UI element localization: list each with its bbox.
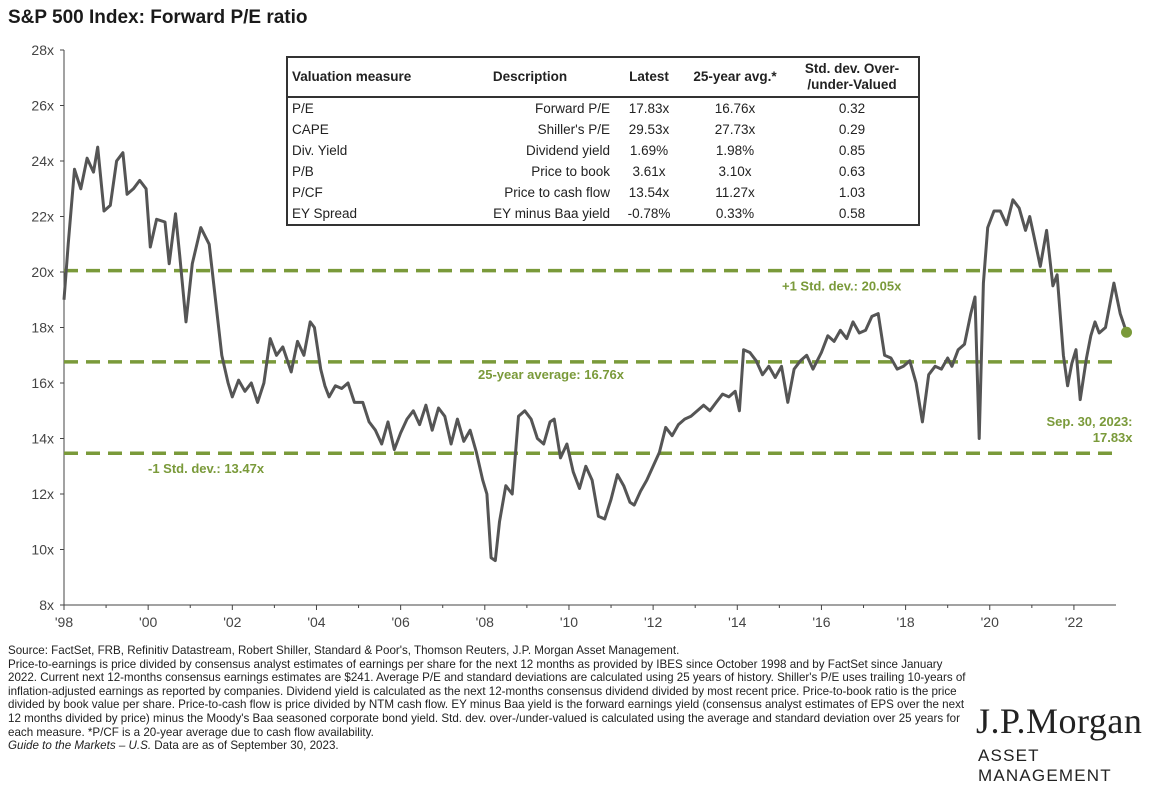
reference-line-label: +1 Std. dev.: 20.05x	[782, 279, 902, 294]
y-tick-label: 12x	[31, 486, 54, 502]
x-tick-label: '00	[139, 614, 157, 630]
x-tick-label: '14	[728, 614, 746, 630]
y-tick-label: 14x	[31, 431, 54, 447]
table-cell: 27.73x	[714, 121, 756, 137]
y-tick-label: 10x	[31, 542, 54, 558]
table-body: P/E Forward P/E 17.83x 16.76x 0.32 CAPE Shille…	[287, 97, 919, 225]
y-tick-label: 20x	[31, 264, 54, 280]
x-tick-label: '10	[560, 614, 578, 630]
valuation-table: Valuation measure Description Latest 25-…	[286, 56, 920, 226]
table-cell: 0.32	[838, 100, 866, 116]
x-tick-label: '02	[223, 614, 241, 630]
header-description: Description	[446, 57, 614, 98]
table-row: P/E Forward P/E 17.83x 16.76x 0.32	[287, 97, 919, 119]
latest-date-label: Sep. 30, 2023:	[1047, 414, 1133, 429]
pe-line-chart: 8x 10x 12x 14x 16x 18x 20x 22x 24x 26x 28x '98 '00 '0…	[31, 42, 1134, 630]
x-tick-label: '06	[392, 614, 410, 630]
table-cell: 16.76x	[714, 100, 756, 116]
y-tick-label: 26x	[31, 98, 54, 114]
reference-line-label: 25-year average: 16.76x	[478, 367, 625, 382]
table-cell: 3.10x	[718, 163, 752, 179]
table-cell: 1.69%	[629, 142, 669, 158]
table-cell: CAPE	[292, 121, 329, 137]
reference-lines: +1 Std. dev.: 20.05x 25-year average: 16.…	[64, 268, 1116, 476]
table-cell: EY Spread	[292, 205, 358, 221]
table-row: CAPE Shiller's P/E 29.53x 27.73x 0.29	[287, 119, 919, 140]
x-tick-label: '98	[55, 614, 73, 630]
pe-series-line	[62, 145, 1128, 563]
table-cell: 29.53x	[628, 121, 670, 137]
table-cell: Div. Yield	[292, 142, 348, 158]
x-tick-label: '20	[981, 614, 999, 630]
footnote: Source: FactSet, FRB, Refinitiv Datastre…	[8, 644, 968, 753]
table-row: EY Spread EY minus Baa yield -0.78% 0.33% 0.…	[287, 203, 919, 225]
y-tick-label: 24x	[31, 153, 54, 169]
table-cell: P/B	[292, 163, 314, 179]
table-cell: EY minus Baa yield	[493, 205, 610, 221]
table-cell: Shiller's P/E	[537, 121, 610, 137]
table-cell: 0.29	[838, 121, 866, 137]
x-tick-label: '18	[896, 614, 914, 630]
y-tick-label: 28x	[31, 42, 54, 58]
table-cell: 1.03	[838, 184, 866, 200]
footnote-asof: Guide to the Markets – U.S. Data are as …	[8, 739, 968, 753]
x-tick-label: '08	[476, 614, 494, 630]
header-25yr-avg: 25-year avg.*	[684, 57, 786, 98]
table-cell: 3.61x	[632, 163, 666, 179]
header-latest: Latest	[614, 57, 684, 98]
reference-line-label: -1 Std. dev.: 13.47x	[148, 461, 265, 476]
footnote-date: Data are as of September 30, 2023.	[151, 739, 339, 753]
table-row: Div. Yield Dividend yield 1.69% 1.98% 0.85	[287, 140, 919, 161]
pe-series	[62, 145, 1128, 563]
chart-annotations: Sep. 30, 2023:17.83x	[1047, 326, 1134, 445]
table-row: P/B Price to book 3.61x 3.10x 0.63	[287, 161, 919, 182]
y-tick-label: 16x	[31, 375, 54, 391]
table-cell: 17.83x	[628, 100, 670, 116]
table-cell: Price to book	[531, 163, 610, 179]
footnote-body: Price-to-earnings is price divided by co…	[8, 657, 966, 739]
table-cell: Forward P/E	[534, 100, 610, 116]
table-cell: P/E	[292, 100, 314, 116]
table-cell: 0.63	[838, 163, 866, 179]
table-cell: 0.58	[838, 205, 866, 221]
table-row: P/CF Price to cash flow 13.54x 11.27x 1.03	[287, 182, 919, 203]
header-std-dev-line1: Std. dev. Over-	[804, 61, 900, 76]
x-tick-label: '04	[307, 614, 325, 630]
y-tick-label: 18x	[31, 320, 54, 336]
y-tick-label: 8x	[39, 597, 54, 613]
x-tick-label: '16	[812, 614, 830, 630]
footnote-guide: Guide to the Markets – U.S.	[8, 739, 152, 753]
jpmorgan-logo: J.P.Morgan	[976, 701, 1143, 741]
table-cell: 13.54x	[628, 184, 670, 200]
page-title: S&P 500 Index: Forward P/E ratio	[8, 7, 308, 28]
latest-value-label: 17.83x	[1093, 430, 1134, 445]
footnote-source: Source: FactSet, FRB, Refinitiv Datastre…	[8, 644, 680, 657]
table-cell: 0.33%	[715, 205, 755, 221]
x-tick-label: '12	[644, 614, 662, 630]
x-tick-label: '22	[1065, 614, 1083, 630]
table-cell: P/CF	[292, 184, 323, 200]
table-cell: 11.27x	[715, 184, 755, 200]
latest-value-marker	[1121, 326, 1133, 338]
y-tick-label: 22x	[31, 209, 54, 225]
table-header-row: Valuation measure Description Latest 25-…	[287, 57, 919, 98]
table-cell: -0.78%	[627, 205, 671, 221]
header-valuation-measure: Valuation measure	[287, 57, 446, 98]
table-cell: Dividend yield	[525, 142, 610, 158]
table-cell: 1.98%	[715, 142, 755, 158]
table-cell: Price to cash flow	[504, 184, 610, 200]
asset-management-label: ASSET MANAGEMENT	[978, 746, 1112, 785]
header-std-dev-line2: /under-Valued	[807, 77, 897, 92]
table-cell: 0.85	[838, 142, 866, 158]
chart-axes: 8x 10x 12x 14x 16x 18x 20x 22x 24x 26x 28x '98 '00 '0…	[31, 42, 1116, 630]
header-std-dev: Std. dev. Over- /under-Valued	[786, 57, 919, 98]
